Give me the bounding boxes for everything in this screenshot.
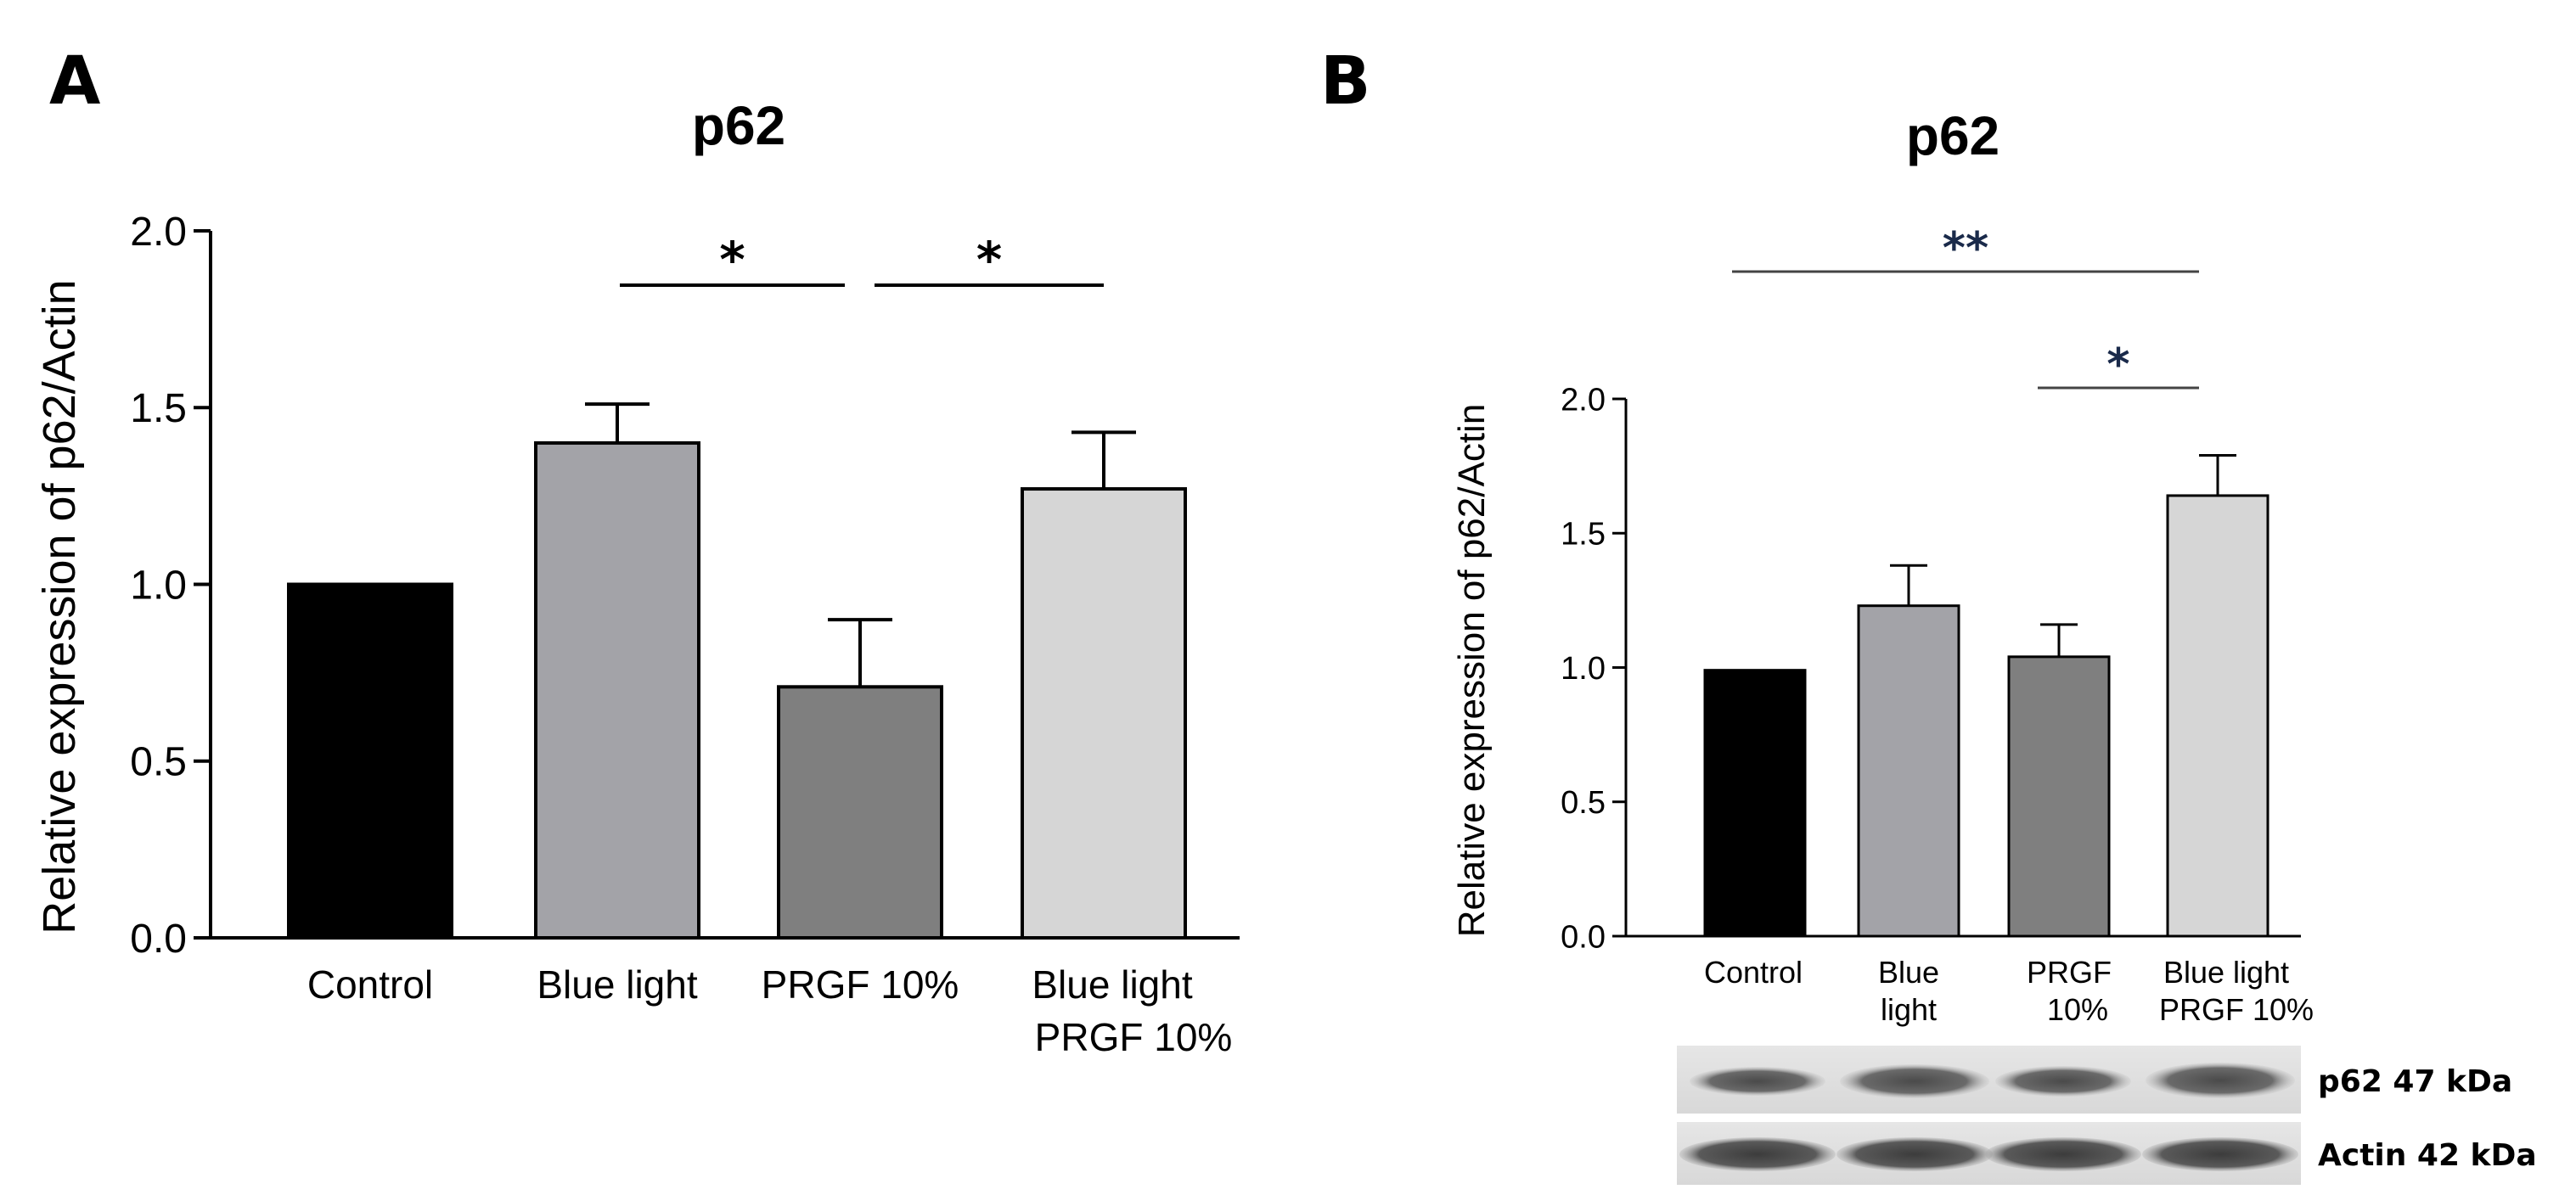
y-tick-label: 0.0 [130, 917, 187, 962]
bar-0 [287, 582, 453, 940]
blot-band [1985, 1137, 2141, 1171]
category-label-2: PRGF [2027, 955, 2112, 990]
category-label-3: Blue light [1032, 962, 1192, 1007]
y-tick-label: 0.5 [130, 740, 187, 785]
category-label-3: PRGF 10% [2159, 992, 2314, 1027]
bar-3 [1021, 487, 1187, 940]
significance-label-0: * [719, 231, 745, 289]
panel-b-y-ticks: 0.0 0.5 1.0 1.5 2.0 [1561, 382, 1626, 955]
panel-b-y-axis-label: Relative expression of p62/Actin [1451, 404, 1493, 938]
category-label-3: PRGF 10% [1035, 1015, 1233, 1059]
y-tick-label: 2.0 [130, 210, 187, 255]
panel-a-title: p62 [692, 95, 785, 156]
y-tick-label: 1.5 [130, 386, 187, 431]
significance-label-0: ** [1943, 223, 1988, 274]
y-tick-label: 1.0 [130, 563, 187, 608]
panel-a: A p62 Relative expression of p62/Actin 0… [34, 43, 1240, 1059]
y-tick-label: 2.0 [1561, 382, 1606, 418]
blot-band [1836, 1137, 1993, 1171]
category-label-2: 10% [2047, 992, 2108, 1027]
bar-3 [2166, 494, 2269, 938]
panel-a-error-bars [585, 402, 1136, 687]
y-tick-label: 1.5 [1561, 517, 1606, 553]
western-blot: p62 47 kDa Actin 42 kDa [1677, 1046, 2537, 1185]
blot-band [1840, 1064, 1989, 1098]
blot-band [2142, 1137, 2298, 1171]
category-label-1: Blue light [537, 962, 697, 1007]
y-tick-label: 0.0 [1561, 919, 1606, 955]
bar-2 [777, 685, 943, 940]
blot-band [1995, 1066, 2131, 1097]
category-label-1: light [1881, 992, 1937, 1027]
panel-b-significance: *** [1732, 223, 2199, 390]
blot-band [2146, 1063, 2295, 1098]
blot-label-p62: p62 47 kDa [2318, 1064, 2512, 1099]
panel-b: B p62 Relative expression of p62/Actin 0… [1320, 43, 2537, 1185]
panel-b-error-bars [1890, 453, 2236, 657]
y-tick-label: 0.5 [1561, 785, 1606, 821]
blot-label-actin: Actin 42 kDa [2318, 1138, 2537, 1173]
panel-b-title: p62 [1906, 105, 1999, 166]
panel-a-y-ticks: 0.0 0.5 1.0 1.5 2.0 [130, 210, 211, 962]
blot-band [1679, 1137, 1836, 1171]
category-label-0: Control [307, 962, 433, 1007]
panel-b-letter: B [1320, 43, 1370, 120]
bar-1 [1857, 604, 1960, 938]
significance-label-1: * [976, 231, 1002, 289]
panel-a-significance: * * [620, 231, 1104, 289]
bar-2 [2007, 655, 2111, 938]
panel-b-bars [1703, 494, 2269, 938]
category-label-2: PRGF 10% [762, 962, 959, 1007]
panel-a-y-axis-label: Relative expression of p62/Actin [34, 279, 85, 934]
category-label-1: Blue [1878, 955, 1939, 990]
significance-label-1: * [2106, 339, 2129, 390]
bar-0 [1703, 669, 1807, 938]
category-label-0: Control [1704, 955, 1803, 990]
panel-a-letter: A [49, 43, 100, 120]
blot-band [1690, 1067, 1825, 1096]
panel-a-bars [287, 440, 1187, 940]
y-tick-label: 1.0 [1561, 651, 1606, 687]
panel-a-category-labels: Control Blue light PRGF 10% Blue light PRGF … [307, 962, 1232, 1059]
bar-1 [534, 440, 700, 940]
category-label-3: Blue light [2163, 955, 2289, 990]
